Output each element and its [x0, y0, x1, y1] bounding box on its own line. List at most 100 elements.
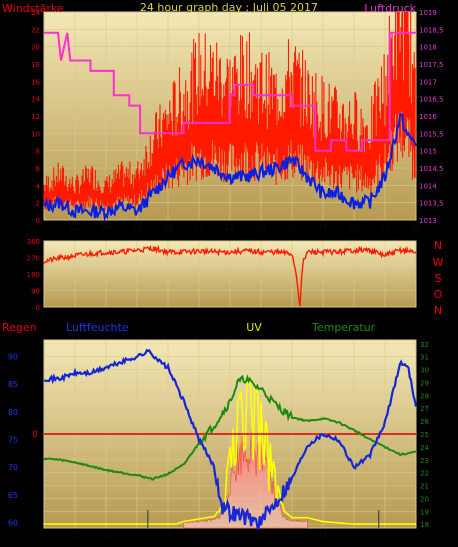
y-tick-label: 60	[8, 518, 18, 527]
y-tick-label: 29	[420, 379, 429, 387]
temperature-y-ticks: 18 19 20 21 22 23 24 25 26 27 28 29 30 31 32	[420, 341, 429, 529]
compass-labels: N W S O N	[433, 239, 444, 317]
compass-label-south: S	[435, 272, 442, 285]
x-tick-label: 14	[256, 531, 266, 540]
humidity-axis-label: Luftfeuchte	[66, 321, 129, 334]
y-tick-label: 25	[420, 431, 429, 439]
y-tick-label: 1017	[419, 78, 437, 86]
y-tick-label: 270	[27, 255, 40, 263]
rain-axis-label: Regen	[2, 321, 37, 334]
y-tick-label: 360	[27, 238, 40, 246]
y-tick-label: 31	[420, 354, 429, 362]
x-tick-label: 18	[318, 531, 328, 540]
climate-series	[43, 348, 418, 530]
x-tick-label: 04	[101, 223, 111, 232]
y-tick-label: 20	[420, 495, 429, 503]
y-tick-label: 65	[8, 491, 18, 500]
x-tick-label: 18	[318, 223, 328, 232]
wind-pressure-series	[43, 12, 417, 223]
y-tick-label: 75	[8, 436, 18, 445]
y-tick-label: 1019	[419, 9, 437, 17]
x-tick-label: 04	[101, 531, 111, 540]
compass-label-east: O	[434, 288, 443, 301]
x-tick-label: 16	[287, 531, 297, 540]
y-tick-label: 90	[31, 288, 40, 296]
x-tick-label: 12	[225, 223, 235, 232]
y-tick-label: 70	[8, 463, 18, 472]
solar-radiation-area	[183, 428, 308, 529]
x-tick-label: 12	[225, 531, 235, 540]
x-tick-label: 14	[256, 223, 266, 232]
compass-label-north-top: N	[434, 239, 442, 252]
pressure-y-ticks: 1013 1013,5 1014 1014,5 1015 1015,5 1016 1016,5…	[419, 9, 444, 225]
x-tick-label: 06	[132, 531, 142, 540]
x-tick-label: 22	[380, 223, 390, 232]
y-tick-label: 22	[420, 470, 429, 478]
y-tick-label: 18	[31, 61, 40, 69]
y-tick-label: 18	[420, 521, 429, 529]
y-tick-label: 8	[36, 148, 40, 156]
x-tick-label: 16	[287, 223, 297, 232]
compass-label-west: W	[433, 256, 444, 269]
y-tick-label: 27	[420, 405, 429, 413]
y-tick-label: 1016	[419, 113, 437, 121]
wind-direction-series	[43, 244, 417, 307]
y-tick-label: 28	[420, 392, 429, 400]
x-tick-label: 00	[411, 531, 421, 540]
y-tick-label: 1018,5	[419, 26, 444, 34]
x-tick-label: 02	[70, 223, 80, 232]
y-tick-label: 85	[8, 380, 18, 389]
y-tick-label: 1014,5	[419, 165, 444, 173]
wind-pressure-x-ticks: 02 04 06 08 10 12 14 16 18 20 22 00	[70, 223, 421, 232]
x-tick-label: 02	[70, 531, 80, 540]
x-tick-label: 00	[411, 223, 421, 232]
y-tick-label: 1015,5	[419, 130, 444, 138]
y-tick-label: 10	[31, 130, 40, 138]
x-tick-label: 22	[380, 531, 390, 540]
y-tick-label: 1013,5	[419, 200, 444, 208]
wind-direction-series	[43, 244, 417, 307]
y-tick-label: 19	[420, 508, 429, 516]
y-tick-label: 1016,5	[419, 96, 444, 104]
x-tick-label: 06	[132, 223, 142, 232]
y-tick-label: 1015	[419, 148, 437, 156]
y-tick-label: 16	[31, 78, 40, 86]
y-tick-label: 32	[420, 341, 429, 349]
y-tick-label: 22	[31, 26, 40, 34]
wind-gust-series	[43, 113, 417, 223]
y-tick-label: 24	[31, 9, 40, 17]
y-tick-label: 6	[36, 165, 41, 173]
y-tick-label: 1013	[419, 217, 437, 225]
x-tick-label: 08	[163, 223, 173, 232]
chart-title: 24 hour graph day : Juli 05 2017	[140, 1, 318, 14]
y-tick-label: 24	[420, 444, 429, 452]
x-tick-label: 10	[194, 223, 204, 232]
x-tick-label: 08	[163, 531, 173, 540]
y-tick-label: 12	[31, 113, 40, 121]
y-tick-label: 180	[27, 271, 40, 279]
wind-direction-y-ticks: 0 90 180 270 360	[27, 238, 40, 312]
temperature-series	[43, 374, 417, 481]
x-tick-label: 20	[349, 531, 359, 540]
humidity-y-ticks: 60 65 70 75 80 85 90	[8, 353, 18, 528]
y-tick-label: 1014	[419, 182, 437, 190]
wind-speed-series	[43, 12, 416, 211]
y-tick-label: 80	[8, 408, 18, 417]
y-tick-label: 20	[31, 44, 40, 52]
y-tick-label: 21	[420, 483, 429, 491]
wind-direction-grid	[44, 240, 417, 308]
y-tick-label: 0	[36, 217, 40, 225]
rain-zero-marker: 0	[32, 430, 38, 440]
pressure-series	[44, 31, 416, 152]
pressure-axis-label: Luftdruck	[364, 2, 416, 15]
temperature-axis-label: Temperatur	[311, 321, 376, 334]
y-tick-label: 1018	[419, 44, 437, 52]
humidity-series	[44, 348, 418, 530]
uv-axis-label: UV	[246, 321, 262, 334]
x-tick-label: 20	[349, 223, 359, 232]
y-tick-label: 90	[8, 353, 18, 362]
compass-label-north-bottom: N	[434, 304, 442, 317]
y-tick-label: 23	[420, 457, 429, 465]
